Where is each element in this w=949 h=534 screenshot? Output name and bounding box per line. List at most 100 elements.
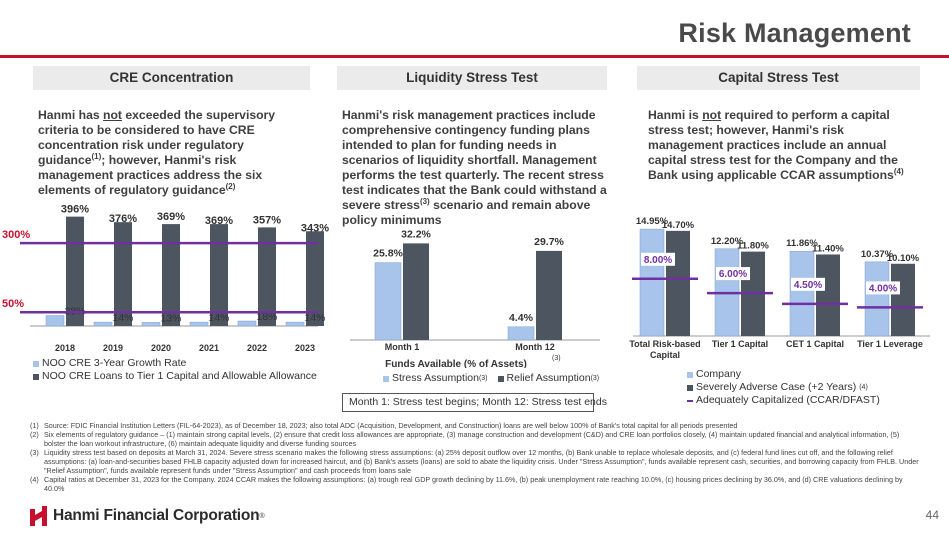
data-label-severely-adverse: 10.10% — [887, 253, 920, 264]
bar-growth-rate — [189, 321, 209, 327]
bar-severely-adverse — [891, 263, 915, 336]
cre-concentration-header: CRE Concentration — [33, 66, 310, 90]
data-label-adequately-capitalized: 4.50% — [794, 280, 822, 291]
data-label-loans-to-capital: 376% — [109, 213, 137, 225]
data-label-company: 14.95% — [636, 216, 669, 227]
hanmi-logo: Hanmi Financial Corporation ® — [30, 506, 265, 526]
cre-legend: NOO CRE 3-Year Growth Rate NOO CRE Loans… — [33, 357, 317, 383]
tick-label-year: 2021 — [199, 343, 219, 353]
footnote-2: (2) Six elements of regulatory guidance –… — [30, 430, 900, 448]
data-label-loans-to-capital: 369% — [157, 211, 185, 223]
data-label-relief-assumption: 29.7% — [534, 236, 564, 248]
tick-label-year: 2019 — [103, 343, 123, 353]
bar-loans-to-capital — [162, 224, 180, 326]
legend-item-loans-to-capital: NOO CRE Loans to Tier 1 Capital and Allo… — [33, 370, 317, 383]
reference-line-label: 300% — [2, 229, 30, 241]
tick-label-capital-measure: Capital — [650, 350, 680, 360]
data-label-adequately-capitalized: 6.00% — [719, 269, 747, 280]
reference-line-label: 50% — [2, 298, 24, 310]
data-label-growth-rate: 14% — [304, 312, 325, 324]
capital-legend: Company Severely Adverse Case (+2 Years)… — [687, 368, 880, 407]
tick-label-year: 2018 — [55, 343, 75, 353]
data-label-stress-assumption: 25.8% — [373, 248, 403, 260]
liquidity-stress-test-intro: Hanmi's risk management practices includ… — [342, 108, 607, 227]
tick-label-year: 2020 — [151, 343, 171, 353]
cre-concentration-intro: Hanmi has not exceeded the supervisory c… — [38, 108, 276, 197]
data-label-loans-to-capital: 357% — [253, 214, 281, 226]
bar-growth-rate — [141, 322, 161, 327]
x-axis-title-footnote: (3) — [552, 355, 561, 362]
footnote-1: (1) Source: FDIC Financial Institution Le… — [30, 421, 738, 430]
bar-stress-assumption — [374, 262, 402, 341]
legend-item-company: Company — [687, 368, 880, 381]
title-divider — [0, 55, 949, 58]
data-label-adequately-capitalized: 4.00% — [869, 283, 897, 294]
bar-loans-to-capital — [210, 224, 228, 326]
data-label-severely-adverse: 14.70% — [662, 220, 695, 231]
footnote-4: (4) Capital ratios at December 31, 2023 f… — [30, 475, 903, 493]
capital-stress-test-header: Capital Stress Test — [637, 66, 920, 90]
data-label-severely-adverse: 11.80% — [737, 241, 769, 252]
data-label-growth-rate: 14% — [208, 312, 229, 324]
legend-item-severely-adverse: Severely Adverse Case (+2 Years) (4) — [687, 381, 880, 394]
bar-severely-adverse — [666, 230, 690, 336]
logo-wordmark: Hanmi Financial Corporation — [53, 507, 260, 524]
legend-item-stress-assumption: Stress Assumption (3) — [383, 372, 488, 385]
capital-stress-chart: 14.95%14.70% 8.00% Total Risk-basedCapital… — [629, 216, 930, 360]
cre-concentration-chart: 396%38%2018376%14%2019369%13%2020369%14%… — [2, 204, 329, 353]
data-label-growth-rate: 14% — [112, 312, 133, 324]
bar-relief-assumption — [536, 250, 562, 340]
data-label-relief-assumption: 32.2% — [401, 228, 431, 240]
data-label-adequately-capitalized: 8.00% — [644, 255, 672, 266]
bar-company — [789, 250, 815, 337]
page-number: 44 — [925, 508, 939, 522]
bar-stress-assumption — [507, 326, 535, 341]
slide-title: Risk Management — [678, 18, 911, 48]
bar-growth-rate — [93, 321, 113, 327]
bar-loans-to-capital — [258, 227, 276, 326]
data-label-stress-assumption: 4.4% — [509, 312, 534, 324]
data-label-company: 12.20% — [711, 236, 744, 247]
tick-label-month: Month 12 — [515, 342, 555, 352]
footnotes: (1) Source: FDIC Financial Institution Le… — [30, 421, 922, 493]
liquidity-legend: Stress Assumption (3) Relief Assumption (3… — [383, 372, 599, 385]
data-label-bg — [791, 277, 825, 291]
data-label-company: 10.37% — [861, 249, 894, 260]
legend-item-relief-assumption: Relief Assumption (3) — [497, 372, 599, 385]
hanmi-logo-icon — [30, 506, 47, 526]
bar-growth-rate — [237, 320, 257, 327]
data-label-loans-to-capital: 396% — [61, 204, 89, 216]
bar-loans-to-capital — [306, 231, 324, 326]
data-label-growth-rate: 18% — [256, 311, 277, 323]
x-axis-title: Funds Available (% of Assets) — [385, 359, 527, 368]
liquidity-stress-test-header: Liquidity Stress Test — [337, 66, 607, 90]
tick-label-capital-measure: CET 1 Capital — [786, 339, 844, 349]
data-label-growth-rate: 13% — [160, 312, 181, 324]
tick-label-capital-measure: Total Risk-based — [629, 339, 700, 349]
legend-item-growth-rate: NOO CRE 3-Year Growth Rate — [33, 357, 317, 370]
tick-label-capital-measure: Tier 1 Leverage — [857, 339, 923, 349]
data-label-loans-to-capital: 343% — [301, 222, 329, 234]
data-label-bg — [641, 252, 675, 266]
data-label-bg — [716, 267, 750, 281]
data-label-loans-to-capital: 369% — [205, 215, 233, 227]
bar-loans-to-capital — [114, 222, 132, 326]
bar-relief-assumption — [403, 243, 429, 340]
data-label-bg — [866, 281, 900, 295]
tick-label-year: 2022 — [247, 343, 267, 353]
bar-severely-adverse — [816, 254, 840, 336]
footnote-3: (3) Liquidity stress test based on deposi… — [30, 448, 919, 475]
tick-label-year: 2023 — [295, 343, 315, 353]
bar-company — [864, 261, 890, 337]
bar-growth-rate — [45, 315, 65, 327]
bar-growth-rate — [285, 321, 305, 327]
stress-test-period-note: Month 1: Stress test begins; Month 12: S… — [342, 393, 607, 412]
tick-label-month: Month 1 — [385, 342, 420, 352]
tick-label-capital-measure: Tier 1 Capital — [712, 339, 768, 349]
bar-company — [639, 228, 665, 337]
capital-stress-test-intro: Hanmi is not required to perform a capit… — [648, 108, 904, 182]
data-label-company: 11.86% — [786, 238, 818, 249]
liquidity-stress-chart: 25.8% 32.2% Month 1 4.4% 29.7% Month 12 Funds … — [350, 228, 600, 368]
data-label-severely-adverse: 11.40% — [812, 243, 844, 254]
legend-item-adequately-capitalized: Adequately Capitalized (CCAR/DFAST) — [687, 394, 880, 407]
